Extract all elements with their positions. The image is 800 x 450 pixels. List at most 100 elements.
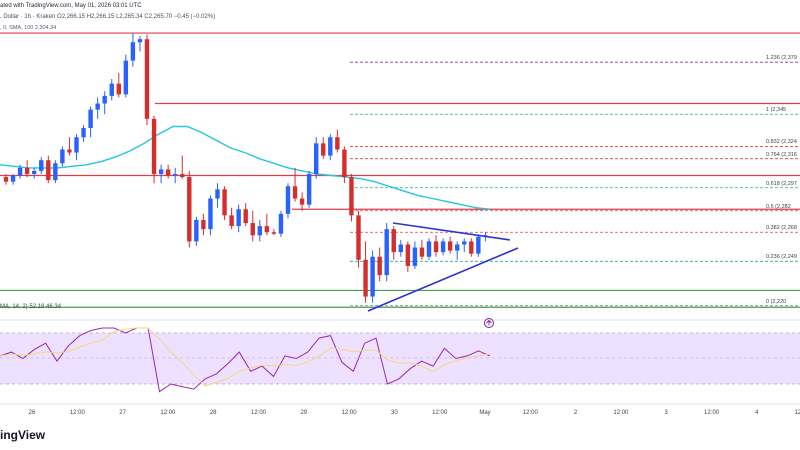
candle-body (405, 244, 411, 266)
fib-level-label: 0.764 (2,316 (766, 151, 797, 158)
candle-body (476, 236, 481, 254)
time-tick-label: 12:00 (613, 410, 629, 416)
candle-body (3, 177, 9, 182)
candle-body (278, 213, 284, 234)
time-tick-label: 12:00 (703, 410, 720, 416)
candle-body (370, 256, 375, 297)
fib-level-label: 0.618 (2,297 (766, 180, 797, 187)
time-tick-label: 3 (664, 410, 668, 416)
candle-body (194, 219, 199, 242)
candle-body (109, 83, 114, 96)
candle-body (24, 167, 30, 174)
rsi-legend: MA, 14, 2) 52.18 46.34 (0, 304, 62, 310)
time-tick-label: 12:00 (250, 410, 267, 416)
candle-body (222, 189, 227, 216)
time-tick-label: 30 (391, 410, 398, 416)
candle-body (455, 244, 460, 251)
time-tick-label: 2 (573, 410, 578, 416)
candle-body (356, 215, 361, 260)
rsi-ma-line (0, 327, 491, 387)
candle-body (419, 247, 425, 257)
candle-body (74, 137, 79, 153)
candle-body (208, 198, 213, 230)
time-tick-label: 12:00 (522, 410, 538, 416)
candle-body (229, 215, 234, 227)
candle-body (462, 241, 467, 245)
candle-body (377, 256, 382, 276)
tradingview-logo-text: ingView (0, 428, 46, 442)
horizontal-lines (0, 32, 800, 308)
header-sma-line: , 0, SMA, 100 2,304.34 (0, 25, 57, 31)
candle-body (81, 128, 86, 138)
candle-body (137, 39, 143, 43)
candle-body (95, 103, 100, 110)
lower-trendline (367, 247, 519, 312)
candle-body (433, 241, 439, 253)
candle-body (447, 241, 453, 251)
rsi-line (0, 327, 491, 393)
candle-body (257, 226, 262, 236)
candle-body (426, 241, 432, 257)
header-ohlc-line: , Dollar · 1h · Kraken O2,266.15 H2,266.… (0, 14, 216, 20)
candle-body (53, 163, 58, 181)
time-tick-label: 26 (28, 410, 36, 416)
time-tick-label: 12:00 (160, 410, 176, 416)
fib-level-label: 0 (2,220 (766, 298, 787, 305)
candle-body (60, 149, 65, 164)
candle-body (88, 109, 93, 129)
candle-body (264, 226, 270, 233)
candle-body (187, 177, 192, 242)
candle-body (292, 186, 298, 199)
time-tick-label: 27 (119, 410, 126, 416)
fib-level-label: 0.5 (2,282 (766, 203, 791, 210)
candle-body (39, 160, 44, 171)
candle-body (215, 189, 220, 199)
rsi-lines (0, 327, 491, 393)
candles (3, 33, 488, 303)
candle-body (314, 143, 319, 174)
candle-body (271, 232, 277, 234)
candle-body (321, 143, 326, 156)
fib-level-label: 0.382 (2,268 (766, 225, 797, 232)
time-tick-label: 28 (209, 410, 217, 416)
candle-body (412, 247, 418, 266)
candle-body (10, 175, 16, 182)
fib-level-label: 0.236 (2,249 (766, 254, 797, 261)
fib-level-label: 0.832 (2,324 (766, 139, 797, 146)
candle-body (250, 223, 255, 236)
time-tick-label: May (479, 410, 491, 416)
candle-body (342, 149, 347, 178)
candle-body (335, 137, 340, 150)
candle-body (328, 137, 333, 156)
candle-body (116, 83, 121, 95)
time-tick-label: 12:00 (69, 410, 85, 416)
header-published-line: ated with TradingView.com, May 01, 2026 … (0, 3, 142, 9)
fib-levels (350, 61, 800, 307)
candle-body (151, 118, 157, 174)
time-tick-label: 12:00 (341, 410, 357, 416)
replay-icon[interactable] (484, 318, 494, 328)
triangle-pattern (367, 222, 519, 312)
candle-body (349, 177, 354, 216)
candle-body (32, 170, 37, 174)
candle-body (173, 174, 178, 176)
sma-100-line (0, 125, 491, 210)
candle-body (67, 149, 72, 153)
candle-body (130, 42, 136, 61)
candle-body (180, 174, 185, 178)
sma-100-path (0, 125, 491, 210)
upper-trendline (392, 222, 511, 241)
candle-body (398, 244, 403, 253)
candle-body (285, 186, 291, 214)
candle-body (299, 198, 305, 205)
candle-body (158, 169, 164, 174)
fib-level-label: 1 (2,345 (766, 107, 787, 114)
candle-body (144, 39, 150, 119)
candle-body (384, 229, 389, 276)
time-tick-label: 29 (300, 410, 308, 416)
candle-body (306, 174, 312, 205)
candle-body (469, 241, 474, 254)
candle-body (201, 219, 206, 230)
